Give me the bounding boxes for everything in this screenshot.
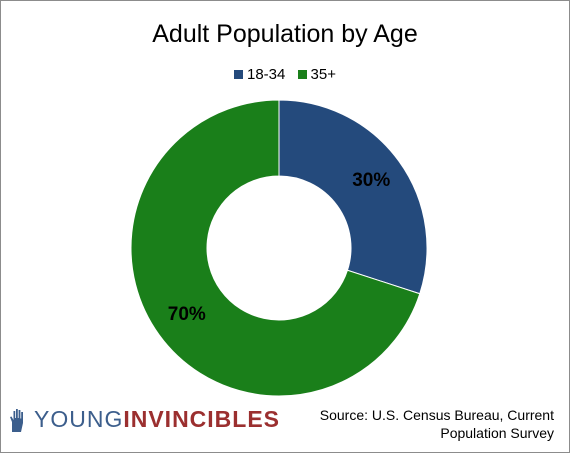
legend: 18-34 35+	[0, 66, 570, 83]
source-line-2: Population Survey	[440, 425, 554, 441]
legend-label-18-34: 18-34	[247, 66, 286, 83]
logo-text-young: YOUNG	[34, 406, 124, 432]
legend-item-35-plus: 35+	[297, 66, 336, 83]
legend-label-35-plus: 35+	[310, 66, 336, 83]
source-line-1: Source: U.S. Census Bureau, Current	[319, 407, 554, 423]
donut-slice-35-plus	[130, 99, 421, 397]
donut-labels: 30% 70%	[168, 170, 391, 325]
donut-slices	[130, 99, 428, 397]
chart-title: Adult Population by Age	[152, 20, 418, 48]
donut-slice-18-34	[278, 99, 428, 295]
slice-label-18-34: 30%	[352, 170, 390, 191]
legend-item-18-34: 18-34	[234, 66, 285, 83]
slice-label-35-plus: 70%	[168, 304, 206, 325]
raised-hand-icon	[10, 408, 23, 432]
logo-text-invincibles: INVINCIBLES	[123, 406, 281, 432]
young-invincibles-logo: YOUNG INVINCIBLES	[8, 406, 280, 433]
legend-swatch-18-34	[234, 70, 243, 79]
source-note: Source: U.S. Census Bureau, Current Popu…	[320, 406, 554, 442]
legend-swatch-35-plus	[297, 70, 307, 79]
